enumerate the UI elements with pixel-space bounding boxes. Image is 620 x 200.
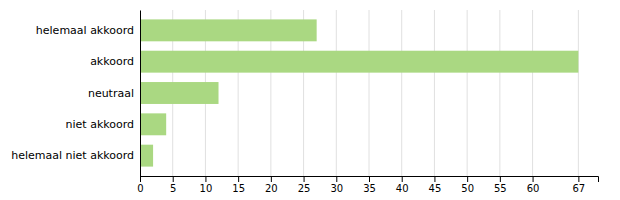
tick-label: helemaal akkoord xyxy=(36,24,134,37)
tick: 25 xyxy=(298,176,311,194)
tick: 50 xyxy=(461,176,474,194)
tick-mark xyxy=(304,176,305,182)
tick-mark xyxy=(533,176,534,182)
tick-mark xyxy=(205,176,206,182)
tick-label: 10 xyxy=(200,183,213,194)
bar xyxy=(140,19,317,41)
tick-label: 0 xyxy=(137,183,143,194)
grid-line xyxy=(369,10,370,176)
tick-label: 25 xyxy=(298,183,311,194)
tick-label: 45 xyxy=(429,183,442,194)
tick-mark xyxy=(173,176,174,182)
tick: helemaal akkoord xyxy=(36,24,140,37)
tick-label: 50 xyxy=(461,183,474,194)
grid-line xyxy=(532,10,533,176)
tick: 0 xyxy=(137,176,143,194)
bar xyxy=(140,145,153,167)
category-axis: helemaal akkoord akkoord neutraal niet akko… xyxy=(11,11,140,177)
tick-label: 55 xyxy=(494,183,507,194)
tick-label: 60 xyxy=(527,183,540,194)
tick-label: 35 xyxy=(363,183,376,194)
tick-mark xyxy=(369,176,370,182)
tick: 60 xyxy=(527,176,540,194)
grid xyxy=(140,10,578,176)
grid-line xyxy=(434,10,435,176)
tick: 10 xyxy=(200,176,213,194)
grid-line xyxy=(467,10,468,176)
tick-mark xyxy=(434,176,435,182)
value-axis-line xyxy=(141,177,599,183)
grid-line xyxy=(336,10,337,176)
tick: 35 xyxy=(363,176,376,194)
tick-label: helemaal niet akkoord xyxy=(11,149,134,162)
tick: niet akkoord xyxy=(66,118,140,131)
tick: 15 xyxy=(232,176,245,194)
tick-mark xyxy=(500,176,501,182)
tick-mark xyxy=(578,176,579,182)
bar xyxy=(140,51,578,73)
tick-label: 67 xyxy=(573,183,586,194)
bar xyxy=(140,113,166,135)
tick-label: 20 xyxy=(265,183,278,194)
chart: 0 5 10 15 20 25 30 35 40 45 50 55 60 67 helemaal akkoo… xyxy=(0,0,620,200)
grid-line xyxy=(140,10,141,176)
grid-line xyxy=(401,10,402,176)
tick-mark xyxy=(467,176,468,182)
tick: 55 xyxy=(494,176,507,194)
tick-label: 5 xyxy=(170,183,176,194)
tick: 45 xyxy=(429,176,442,194)
tick-label: neutraal xyxy=(88,87,134,100)
value-axis: 0 5 10 15 20 25 30 35 40 45 50 55 60 67 xyxy=(137,176,598,194)
tick: 40 xyxy=(396,176,409,194)
category-axis-line xyxy=(140,11,141,177)
tick-mark xyxy=(140,176,141,182)
tick-mark xyxy=(336,176,337,182)
tick: neutraal xyxy=(88,87,140,100)
grid-line xyxy=(499,10,500,176)
tick: 30 xyxy=(330,176,343,194)
tick: akkoord xyxy=(90,55,140,68)
chart-container: 0 5 10 15 20 25 30 35 40 45 50 55 60 67 helemaal akkoo… xyxy=(0,0,620,200)
tick-mark xyxy=(271,176,272,182)
tick-label: akkoord xyxy=(90,55,134,68)
tick: 67 xyxy=(573,176,586,194)
tick-mark xyxy=(402,176,403,182)
tick: 20 xyxy=(265,176,278,194)
tick-label: niet akkoord xyxy=(66,118,134,131)
bars xyxy=(140,19,578,166)
tick: 5 xyxy=(170,176,176,194)
tick-mark xyxy=(238,176,239,182)
tick-label: 15 xyxy=(232,183,245,194)
tick: helemaal niet akkoord xyxy=(11,149,140,162)
grid-line xyxy=(578,10,579,176)
tick-label: 30 xyxy=(330,183,343,194)
tick-label: 40 xyxy=(396,183,409,194)
bar xyxy=(140,82,219,104)
